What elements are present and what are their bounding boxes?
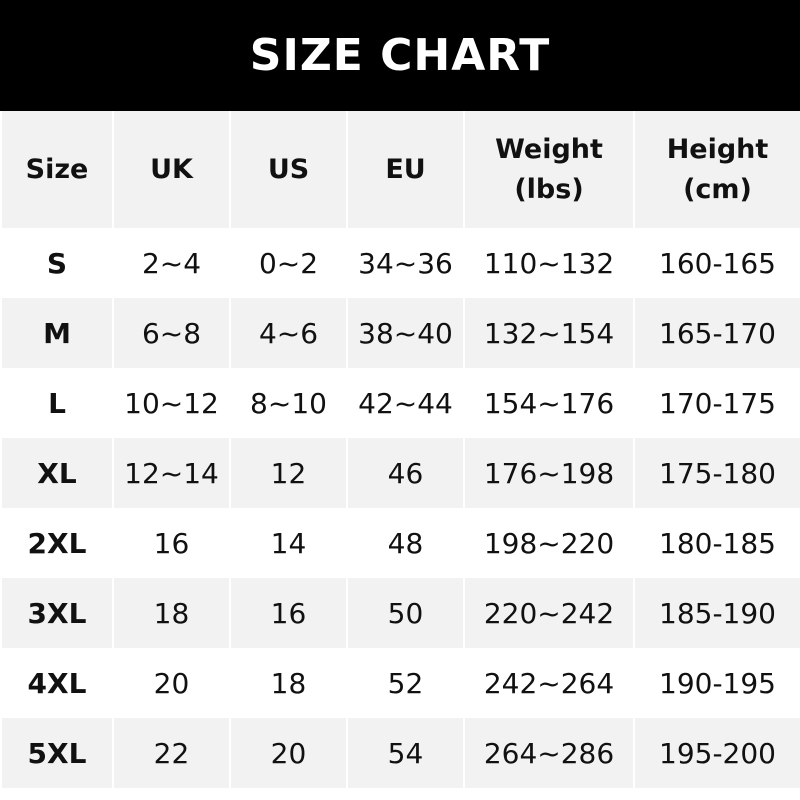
table-cell: 46 <box>346 438 465 508</box>
table-cell: 4~6 <box>229 298 348 368</box>
column-header: US <box>229 111 348 228</box>
table-cell: 54 <box>346 718 465 788</box>
table-cell: 16 <box>112 508 231 578</box>
size-cell: L <box>0 368 114 438</box>
size-cell: M <box>0 298 114 368</box>
column-header: Size <box>0 111 114 228</box>
column-header: Height (cm) <box>633 111 800 228</box>
table-cell: 242~264 <box>463 648 635 718</box>
table-cell: 20 <box>112 648 231 718</box>
table-cell: 16 <box>229 578 348 648</box>
header-line: EU <box>385 153 426 185</box>
table-cell: 0~2 <box>229 228 348 298</box>
size-cell: S <box>0 228 114 298</box>
header-line: Weight <box>495 134 603 166</box>
size-cell: 4XL <box>0 648 114 718</box>
table-row: L 10~12 8~10 42~44 154~176 170-175 <box>0 368 800 438</box>
header-unit: (cm) <box>683 173 752 205</box>
table-row: 2XL 16 14 48 198~220 180-185 <box>0 508 800 578</box>
table-cell: 198~220 <box>463 508 635 578</box>
table-cell: 165-170 <box>633 298 800 368</box>
table-cell: 110~132 <box>463 228 635 298</box>
table-cell: 185-190 <box>633 578 800 648</box>
table-cell: 20 <box>229 718 348 788</box>
table-cell: 6~8 <box>112 298 231 368</box>
table-cell: 190-195 <box>633 648 800 718</box>
header-line: Size <box>25 153 89 185</box>
table-cell: 176~198 <box>463 438 635 508</box>
size-cell: XL <box>0 438 114 508</box>
column-header: Weight (lbs) <box>463 111 635 228</box>
table-cell: 50 <box>346 578 465 648</box>
table-cell: 12~14 <box>112 438 231 508</box>
table-row: XL 12~14 12 46 176~198 175-180 <box>0 438 800 508</box>
table-cell: 22 <box>112 718 231 788</box>
header-line: UK <box>150 153 193 185</box>
table-cell: 52 <box>346 648 465 718</box>
table-cell: 170-175 <box>633 368 800 438</box>
table-row: 4XL 20 18 52 242~264 190-195 <box>0 648 800 718</box>
table-cell: 220~242 <box>463 578 635 648</box>
size-cell: 5XL <box>0 718 114 788</box>
table-cell: 18 <box>112 578 231 648</box>
header-row: Size UK US EU Weight (lbs) Height (cm) <box>0 111 800 228</box>
header-unit: (lbs) <box>514 173 584 205</box>
table-cell: 12 <box>229 438 348 508</box>
size-table: Size UK US EU Weight (lbs) Height (cm) S 2~4 0~2 3… <box>0 111 800 788</box>
table-cell: 14 <box>229 508 348 578</box>
table-cell: 175-180 <box>633 438 800 508</box>
column-header: UK <box>112 111 231 228</box>
table-cell: 195-200 <box>633 718 800 788</box>
table-cell: 18 <box>229 648 348 718</box>
table-cell: 132~154 <box>463 298 635 368</box>
table-cell: 48 <box>346 508 465 578</box>
table-cell: 42~44 <box>346 368 465 438</box>
table-cell: 38~40 <box>346 298 465 368</box>
column-header: EU <box>346 111 465 228</box>
table-cell: 34~36 <box>346 228 465 298</box>
header-line: Height <box>666 134 769 166</box>
size-cell: 2XL <box>0 508 114 578</box>
size-cell: 3XL <box>0 578 114 648</box>
table-cell: 154~176 <box>463 368 635 438</box>
table-cell: 8~10 <box>229 368 348 438</box>
table-cell: 264~286 <box>463 718 635 788</box>
table-row: 3XL 18 16 50 220~242 185-190 <box>0 578 800 648</box>
header-line: US <box>267 153 310 185</box>
table-cell: 180-185 <box>633 508 800 578</box>
size-chart-title: SIZE CHART <box>0 0 800 111</box>
table-cell: 10~12 <box>112 368 231 438</box>
table-cell: 160-165 <box>633 228 800 298</box>
table-row: M 6~8 4~6 38~40 132~154 165-170 <box>0 298 800 368</box>
table-row: 5XL 22 20 54 264~286 195-200 <box>0 718 800 788</box>
table-row: S 2~4 0~2 34~36 110~132 160-165 <box>0 228 800 298</box>
table-cell: 2~4 <box>112 228 231 298</box>
